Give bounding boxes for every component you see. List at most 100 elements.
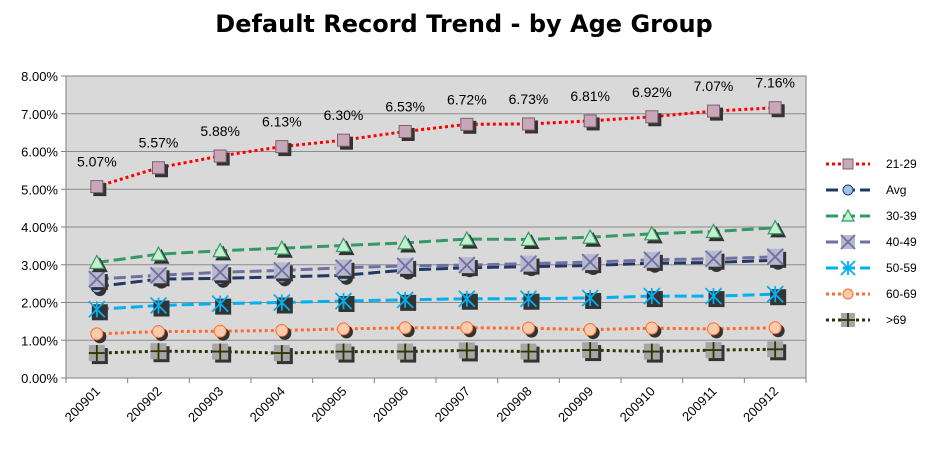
marker-triangle	[212, 242, 229, 258]
series-line	[96, 106, 776, 189]
data-label: 7.16%	[755, 75, 795, 91]
data-point	[520, 231, 540, 250]
marker-triangle	[397, 234, 414, 250]
data-point	[767, 219, 787, 238]
series-4049	[88, 248, 787, 291]
data-point	[273, 345, 293, 365]
data-point	[704, 287, 725, 308]
data-point	[643, 251, 663, 271]
legend-entry: Avg	[826, 183, 906, 197]
x-tick-label: 200905	[308, 384, 349, 425]
data-point	[152, 161, 168, 178]
data-point	[397, 234, 417, 253]
x-tick-label: 200908	[493, 384, 534, 425]
marker-x-stroke	[211, 263, 229, 281]
data-point	[150, 343, 170, 363]
data-label: 5.88%	[200, 123, 240, 139]
chart-title: Default Record Trend - by Age Group	[215, 10, 713, 38]
marker-square	[707, 104, 720, 118]
y-axis-ticks: 0.00% 1.00% 2.00% 3.00% 4.00% 5.00% 6.00% 7.00%…	[21, 69, 66, 386]
legend-label: 21-29	[886, 157, 917, 171]
data-point	[704, 250, 725, 270]
data-point	[522, 117, 538, 134]
marker-x-stroke	[458, 256, 476, 274]
legend-label: Avg	[886, 183, 906, 197]
marker-triangle	[767, 219, 784, 235]
data-point	[335, 237, 355, 256]
data-point	[397, 343, 417, 363]
series-line	[96, 326, 776, 336]
legend-entry: 40-49	[826, 234, 917, 250]
data-point	[707, 104, 723, 121]
data-point	[582, 228, 602, 247]
marker-square	[768, 101, 782, 115]
x-tick-label: 200909	[555, 384, 596, 425]
marker-x-stroke	[840, 234, 856, 250]
marker-circle	[90, 327, 104, 341]
y-tick-label: 4.00%	[21, 220, 58, 235]
x-tick-label: 200902	[123, 384, 164, 425]
marker-circle	[337, 322, 350, 336]
y-tick-label: 6.00%	[21, 145, 58, 160]
y-tick-label: 0.00%	[21, 371, 58, 386]
marker-triangle	[840, 208, 856, 222]
data-label: 6.53%	[385, 98, 425, 114]
legend-label: 30-39	[886, 209, 917, 223]
legend-label: >69	[886, 313, 907, 327]
marker-circle	[842, 288, 854, 300]
data-point	[398, 124, 415, 141]
data-point	[766, 248, 787, 268]
data-point	[768, 321, 785, 338]
data-point	[337, 133, 353, 150]
data-point	[211, 263, 232, 284]
legend: 21-29 Avg 30-39 40-49 50-59 60-69 >69	[826, 157, 917, 327]
marker-x-stroke	[396, 257, 414, 275]
data-label: 6.81%	[570, 88, 610, 104]
marker-circle	[707, 322, 720, 336]
y-tick-label: 8.00%	[21, 69, 58, 84]
y-tick-label: 5.00%	[21, 182, 58, 197]
marker-x-stroke	[334, 259, 353, 277]
marker-square	[645, 110, 659, 124]
data-point	[398, 321, 415, 338]
data-point	[645, 110, 662, 127]
data-point	[149, 296, 170, 317]
marker-square	[583, 114, 597, 128]
data-point	[705, 223, 725, 242]
data-point	[458, 290, 478, 310]
data-point	[460, 117, 477, 134]
data-point	[581, 289, 602, 309]
data-point	[337, 322, 353, 339]
data-point	[519, 254, 540, 275]
data-label: 7.07%	[694, 78, 734, 94]
data-label: 5.57%	[139, 135, 179, 151]
data-point	[213, 324, 230, 341]
marker-x-stroke	[273, 261, 291, 280]
marker-x-stroke	[766, 248, 784, 266]
data-point	[211, 294, 232, 315]
data-point	[458, 256, 478, 277]
marker-triangle	[705, 223, 722, 239]
marker-x-stroke	[643, 251, 661, 269]
marker-x-stroke	[704, 250, 723, 268]
marker-square	[213, 149, 227, 163]
legend-entry: 30-39	[826, 208, 917, 223]
series-5059	[88, 285, 787, 321]
data-label: 5.07%	[77, 154, 117, 170]
data-point	[273, 293, 293, 314]
data-point	[643, 225, 663, 244]
marker-triangle	[273, 239, 290, 255]
marker-triangle	[335, 237, 352, 253]
y-tick-label: 1.00%	[21, 333, 58, 348]
data-point	[460, 321, 477, 338]
marker-triangle	[582, 228, 599, 244]
series-2129	[90, 101, 785, 197]
marker-circle	[460, 321, 474, 335]
x-tick-label: 200912	[740, 384, 781, 425]
data-point	[90, 327, 107, 344]
x-axis-ticks: 200901 200902 200903 200904 200905 200906 2009…	[62, 378, 807, 425]
series-line	[96, 226, 776, 264]
data-point	[88, 300, 108, 321]
marker-square	[398, 124, 412, 138]
data-point	[150, 245, 170, 264]
